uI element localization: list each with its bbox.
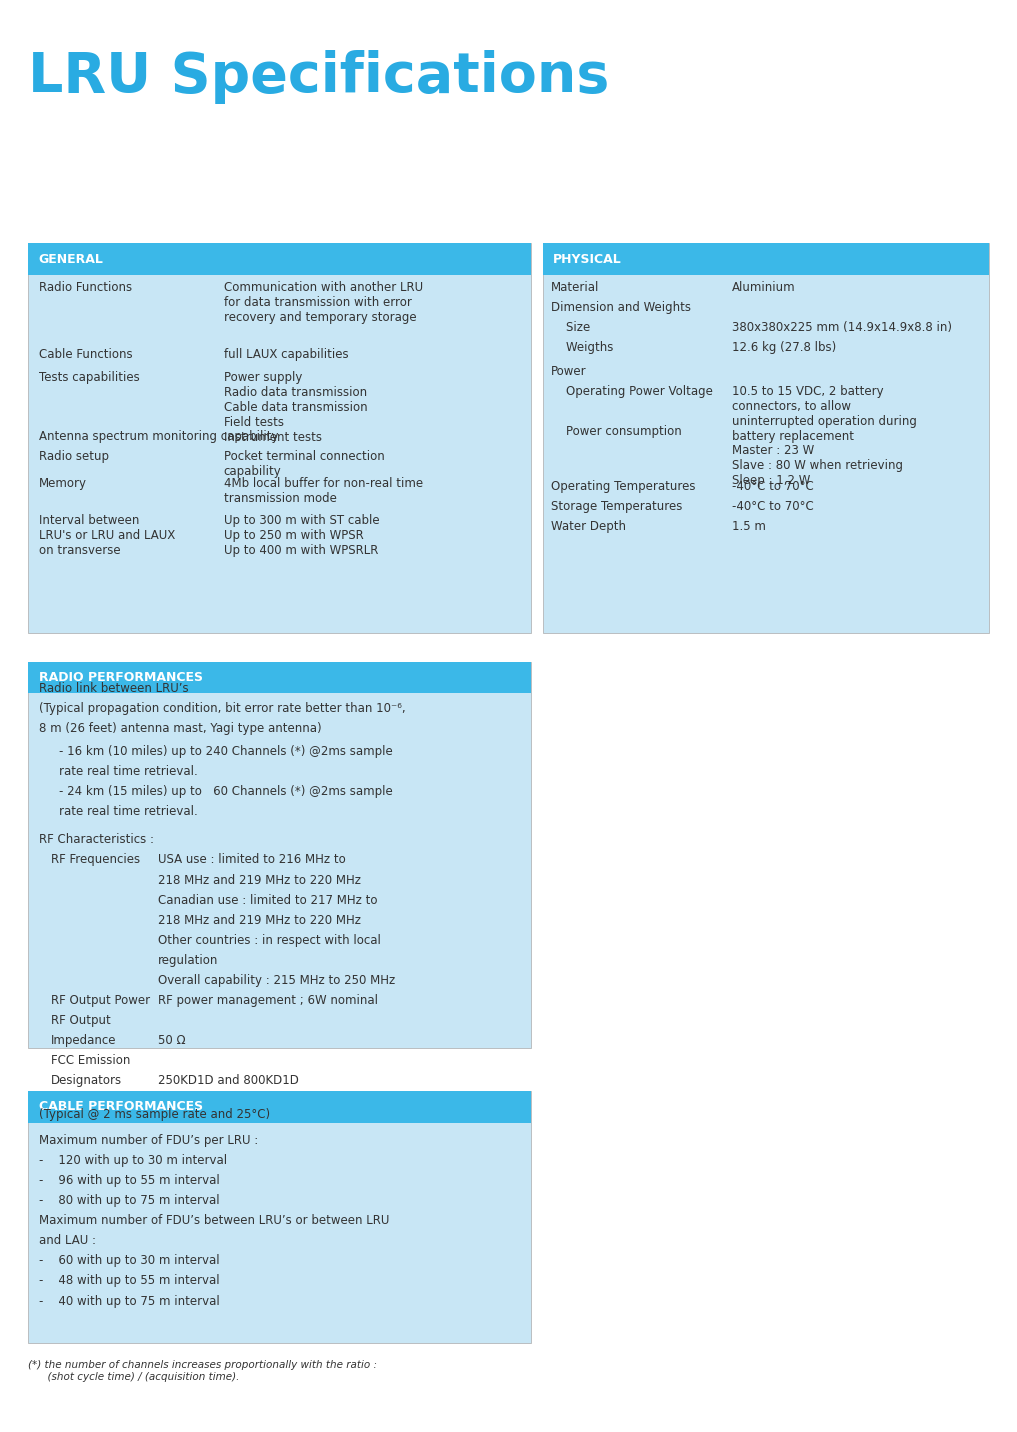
- Text: rate real time retrieval.: rate real time retrieval.: [59, 765, 197, 778]
- Text: and LAU :: and LAU :: [39, 1234, 96, 1247]
- Text: -40°C to 70°C: -40°C to 70°C: [732, 480, 814, 493]
- Text: Antenna spectrum monitoring capability: Antenna spectrum monitoring capability: [39, 430, 278, 442]
- Text: Maximum number of FDU’s between LRU’s or between LRU: Maximum number of FDU’s between LRU’s or…: [39, 1214, 390, 1227]
- Text: -    48 with up to 55 m interval: - 48 with up to 55 m interval: [39, 1274, 220, 1287]
- Text: 50 Ω: 50 Ω: [158, 1034, 185, 1047]
- Text: LRU Specifications: LRU Specifications: [28, 50, 610, 105]
- Text: -    80 with up to 75 m interval: - 80 with up to 75 m interval: [39, 1194, 220, 1207]
- Bar: [28, 243, 531, 633]
- Text: Other countries : in respect with local: Other countries : in respect with local: [158, 934, 380, 947]
- Text: 218 MHz and 219 MHz to 220 MHz: 218 MHz and 219 MHz to 220 MHz: [158, 874, 361, 886]
- Text: Radio setup: Radio setup: [39, 450, 109, 463]
- Text: 218 MHz and 219 MHz to 220 MHz: 218 MHz and 219 MHz to 220 MHz: [158, 914, 361, 927]
- Text: Designators: Designators: [51, 1074, 122, 1087]
- Text: Weigths: Weigths: [551, 341, 613, 354]
- Text: - 24 km (15 miles) up to   60 Channels (*) @2ms sample: - 24 km (15 miles) up to 60 Channels (*)…: [59, 785, 393, 798]
- Text: Size: Size: [551, 321, 591, 334]
- Text: (Typical propagation condition, bit error rate better than 10⁻⁶,: (Typical propagation condition, bit erro…: [39, 702, 405, 715]
- Bar: [28, 662, 531, 1048]
- Text: Radio Functions: Radio Functions: [39, 281, 132, 294]
- Text: GENERAL: GENERAL: [39, 252, 104, 266]
- Text: Aluminium: Aluminium: [732, 281, 796, 294]
- Text: Material: Material: [551, 281, 600, 294]
- Text: Interval between
LRU's or LRU and LAUX
on transverse: Interval between LRU's or LRU and LAUX o…: [39, 514, 175, 557]
- Bar: [28, 243, 531, 275]
- Text: Storage Temperatures: Storage Temperatures: [551, 500, 682, 513]
- Text: -    40 with up to 75 m interval: - 40 with up to 75 m interval: [39, 1295, 220, 1307]
- Bar: [543, 243, 989, 633]
- Bar: [28, 662, 531, 693]
- Text: FCC Emission: FCC Emission: [51, 1054, 130, 1067]
- Text: Master : 23 W
Slave : 80 W when retrieving
Sleep : 1,2 W: Master : 23 W Slave : 80 W when retrievi…: [732, 444, 903, 487]
- Text: Communication with another LRU
for data transmission with error
recovery and tem: Communication with another LRU for data …: [224, 281, 423, 324]
- Text: 1.5 m: 1.5 m: [732, 520, 766, 533]
- Text: (Typical @ 2 ms sample rate and 25°C): (Typical @ 2 ms sample rate and 25°C): [39, 1108, 270, 1121]
- Text: Cable Functions: Cable Functions: [39, 348, 132, 361]
- Text: Water Depth: Water Depth: [551, 520, 626, 533]
- Text: regulation: regulation: [158, 954, 218, 967]
- Text: -    120 with up to 30 m interval: - 120 with up to 30 m interval: [39, 1154, 227, 1167]
- Text: Power consumption: Power consumption: [551, 425, 682, 438]
- Text: 250KD1D and 800KD1D: 250KD1D and 800KD1D: [158, 1074, 299, 1087]
- Text: Overall capability : 215 MHz to 250 MHz: Overall capability : 215 MHz to 250 MHz: [158, 974, 395, 987]
- Bar: [28, 1091, 531, 1123]
- Text: rate real time retrieval.: rate real time retrieval.: [59, 805, 197, 818]
- Text: Radio link between LRU’s: Radio link between LRU’s: [39, 682, 188, 695]
- Text: -    96 with up to 55 m interval: - 96 with up to 55 m interval: [39, 1174, 220, 1187]
- Text: Power: Power: [551, 365, 587, 378]
- Text: Memory: Memory: [39, 477, 86, 490]
- Text: Canadian use : limited to 217 MHz to: Canadian use : limited to 217 MHz to: [158, 894, 377, 906]
- Text: USA use : limited to 216 MHz to: USA use : limited to 216 MHz to: [158, 853, 346, 866]
- Text: RF power management ; 6W nominal: RF power management ; 6W nominal: [158, 994, 377, 1007]
- Text: -40°C to 70°C: -40°C to 70°C: [732, 500, 814, 513]
- Text: Up to 300 m with ST cable
Up to 250 m with WPSR
Up to 400 m with WPSRLR: Up to 300 m with ST cable Up to 250 m wi…: [224, 514, 379, 557]
- Text: Maximum number of FDU’s per LRU :: Maximum number of FDU’s per LRU :: [39, 1134, 258, 1147]
- Text: Tests capabilities: Tests capabilities: [39, 371, 139, 384]
- Text: RF Frequencies: RF Frequencies: [51, 853, 140, 866]
- Text: Pocket terminal connection
capability: Pocket terminal connection capability: [224, 450, 384, 478]
- Text: Operating Temperatures: Operating Temperatures: [551, 480, 696, 493]
- Text: RF Characteristics :: RF Characteristics :: [39, 833, 154, 846]
- Text: 8 m (26 feet) antenna mast, Yagi type antenna): 8 m (26 feet) antenna mast, Yagi type an…: [39, 722, 321, 735]
- Bar: [543, 243, 989, 275]
- Text: Impedance: Impedance: [51, 1034, 116, 1047]
- Text: 10.5 to 15 VDC, 2 battery
connectors, to allow
uninterrupted operation during
ba: 10.5 to 15 VDC, 2 battery connectors, to…: [732, 385, 917, 444]
- Text: Operating Power Voltage: Operating Power Voltage: [551, 385, 713, 398]
- Text: -    60 with up to 30 m interval: - 60 with up to 30 m interval: [39, 1254, 220, 1267]
- Text: - 16 km (10 miles) up to 240 Channels (*) @2ms sample: - 16 km (10 miles) up to 240 Channels (*…: [59, 745, 393, 758]
- Text: full LAUX capabilities: full LAUX capabilities: [224, 348, 349, 361]
- Text: PHYSICAL: PHYSICAL: [553, 252, 622, 266]
- Text: 380x380x225 mm (14.9x14.9x8.8 in): 380x380x225 mm (14.9x14.9x8.8 in): [732, 321, 952, 334]
- Bar: [28, 1091, 531, 1343]
- Text: RADIO PERFORMANCES: RADIO PERFORMANCES: [39, 670, 202, 684]
- Text: 4Mb local buffer for non-real time
transmission mode: 4Mb local buffer for non-real time trans…: [224, 477, 423, 505]
- Text: Power supply
Radio data transmission
Cable data transmission
Field tests
Instrum: Power supply Radio data transmission Cab…: [224, 371, 367, 444]
- Text: RF Output Power: RF Output Power: [51, 994, 149, 1007]
- Text: RF Output: RF Output: [51, 1014, 111, 1027]
- Text: Dimension and Weights: Dimension and Weights: [551, 301, 692, 314]
- Text: CABLE PERFORMANCES: CABLE PERFORMANCES: [39, 1100, 202, 1114]
- Text: 12.6 kg (27.8 lbs): 12.6 kg (27.8 lbs): [732, 341, 837, 354]
- Text: (*) the number of channels increases proportionally with the ratio :
      (shot: (*) the number of channels increases pro…: [28, 1360, 377, 1382]
